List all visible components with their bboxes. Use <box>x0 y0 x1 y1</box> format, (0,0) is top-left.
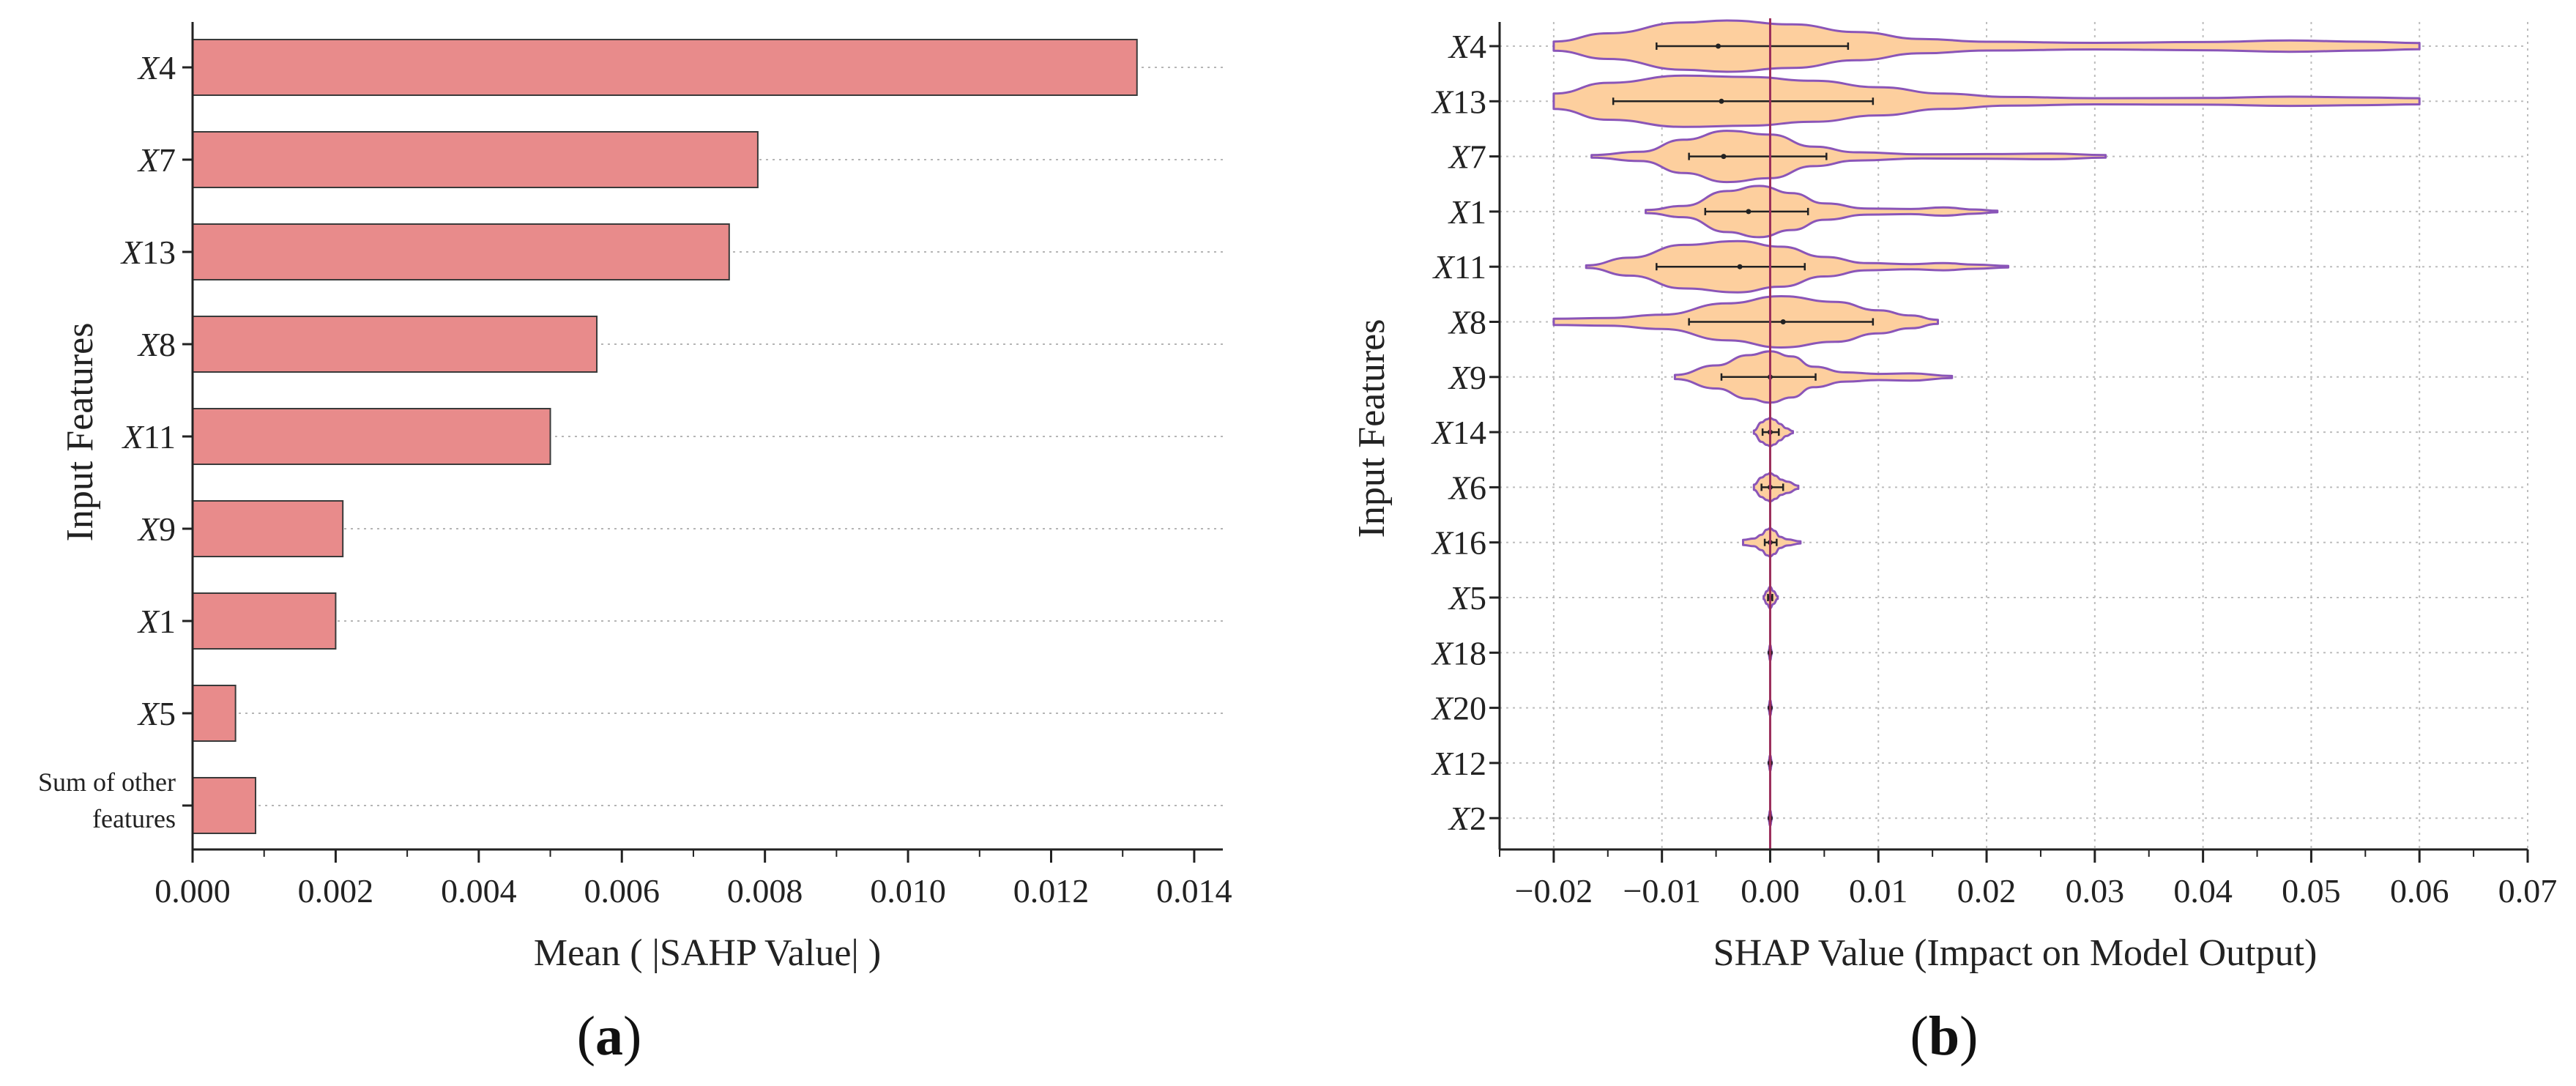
b-x-ticks: −0.02 −0.01 0.00 0.01 0.02 0.03 0.04 0.05 0.06 0.… <box>1499 849 2558 910</box>
bar-x4 <box>192 39 1138 96</box>
a-category-label: Sum of other features <box>38 767 176 833</box>
a-xlabel: Mean ( |SAHP Value| ) <box>534 932 881 974</box>
a-x-tick-label: 0.004 <box>441 872 517 910</box>
a-x-ticks: 0.000 0.002 0.004 0.006 0.008 0.010 0.012 0.014 <box>155 849 1232 910</box>
a-bars <box>192 39 1138 834</box>
b-category-label: X14 <box>1431 414 1486 451</box>
panel-b-violin-chart: X4 X13 X7 X1 X11 X8 X9 X14 X6 X16 X5 X18 X20 X12 X2 −0… <box>1351 18 2557 1067</box>
a-category-label: X1 <box>137 603 176 640</box>
b-x-tick-label: 0.06 <box>2390 872 2449 910</box>
a-x-tick-label: 0.008 <box>727 872 803 910</box>
a-category-label: X7 <box>137 141 176 179</box>
a-ylabel: Input Features <box>59 323 101 542</box>
b-xlabel: SHAP Value (Impact on Model Output) <box>1713 932 2318 974</box>
bar-x5 <box>192 685 237 742</box>
b-x-tick-label: 0.03 <box>2066 872 2125 910</box>
b-gridlines <box>1500 22 2528 849</box>
b-category-label: X2 <box>1448 800 1486 837</box>
a-category-labels: X4 X7 X13 X8 X11 X9 X1 X5 Sum of other features <box>38 49 176 833</box>
b-category-label: X8 <box>1448 304 1486 341</box>
b-category-label: X13 <box>1431 83 1486 120</box>
panel-label-b: (b) <box>1910 1005 1978 1067</box>
bar-x7 <box>192 131 759 188</box>
a-category-label: X8 <box>137 326 176 363</box>
panel-a-bar-chart: X4 X7 X13 X8 X11 X9 X1 X5 Sum of other features 0… <box>38 22 1232 1067</box>
a-x-tick-label: 0.012 <box>1013 872 1090 910</box>
b-category-label: X11 <box>1432 248 1486 286</box>
b-x-tick-label: −0.01 <box>1623 872 1700 910</box>
a-category-label: X4 <box>137 49 176 86</box>
bar-x11 <box>192 408 551 465</box>
a-category-label: X9 <box>137 510 176 548</box>
b-ylabel: Input Features <box>1351 319 1393 538</box>
b-x-tick-label: 0.00 <box>1741 872 1800 910</box>
b-axes <box>1489 22 2528 851</box>
median-x11 <box>1737 264 1743 269</box>
median-x4 <box>1716 43 1721 49</box>
a-category-label: X5 <box>137 695 176 732</box>
bar-x9 <box>192 500 344 557</box>
b-category-label: X4 <box>1448 28 1486 65</box>
a-x-tick-label: 0.006 <box>584 872 660 910</box>
b-category-label: X16 <box>1431 524 1486 562</box>
bar-sum-of-other-features <box>192 777 256 834</box>
b-category-label: X7 <box>1448 138 1486 176</box>
a-x-tick-label: 0.000 <box>155 872 231 910</box>
median-x8 <box>1780 319 1786 324</box>
b-category-label: X5 <box>1448 579 1486 617</box>
violin-x7 <box>1590 130 2107 184</box>
median-x13 <box>1719 98 1724 104</box>
a-category-label: X11 <box>122 418 176 455</box>
b-category-label: X20 <box>1431 690 1486 727</box>
a-x-tick-label: 0.010 <box>870 872 946 910</box>
b-x-tick-label: 0.04 <box>2173 872 2233 910</box>
a-category-label: X13 <box>120 234 176 271</box>
b-x-tick-label: 0.02 <box>1957 872 2017 910</box>
b-category-label: X12 <box>1431 745 1486 782</box>
b-category-label: X6 <box>1448 469 1486 506</box>
violin-x1 <box>1645 185 1999 239</box>
b-category-labels: X4 X13 X7 X1 X11 X8 X9 X14 X6 X16 X5 X18 X20 X12 X2 <box>1431 28 1486 837</box>
bar-x1 <box>192 592 337 650</box>
a-x-tick-label: 0.014 <box>1156 872 1232 910</box>
b-category-label: X9 <box>1448 359 1486 396</box>
bar-x8 <box>192 316 598 373</box>
b-x-tick-label: 0.05 <box>2282 872 2341 910</box>
a-x-tick-label: 0.002 <box>298 872 374 910</box>
b-x-tick-label: 0.01 <box>1849 872 1908 910</box>
bar-x13 <box>192 223 730 280</box>
b-x-tick-label: 0.07 <box>2498 872 2558 910</box>
b-category-label: X18 <box>1431 634 1486 672</box>
median-x1 <box>1746 209 1752 215</box>
median-x7 <box>1721 154 1727 160</box>
b-category-label: X1 <box>1448 193 1486 231</box>
b-x-tick-label: −0.02 <box>1515 872 1593 910</box>
panel-label-a: (a) <box>577 1005 642 1067</box>
